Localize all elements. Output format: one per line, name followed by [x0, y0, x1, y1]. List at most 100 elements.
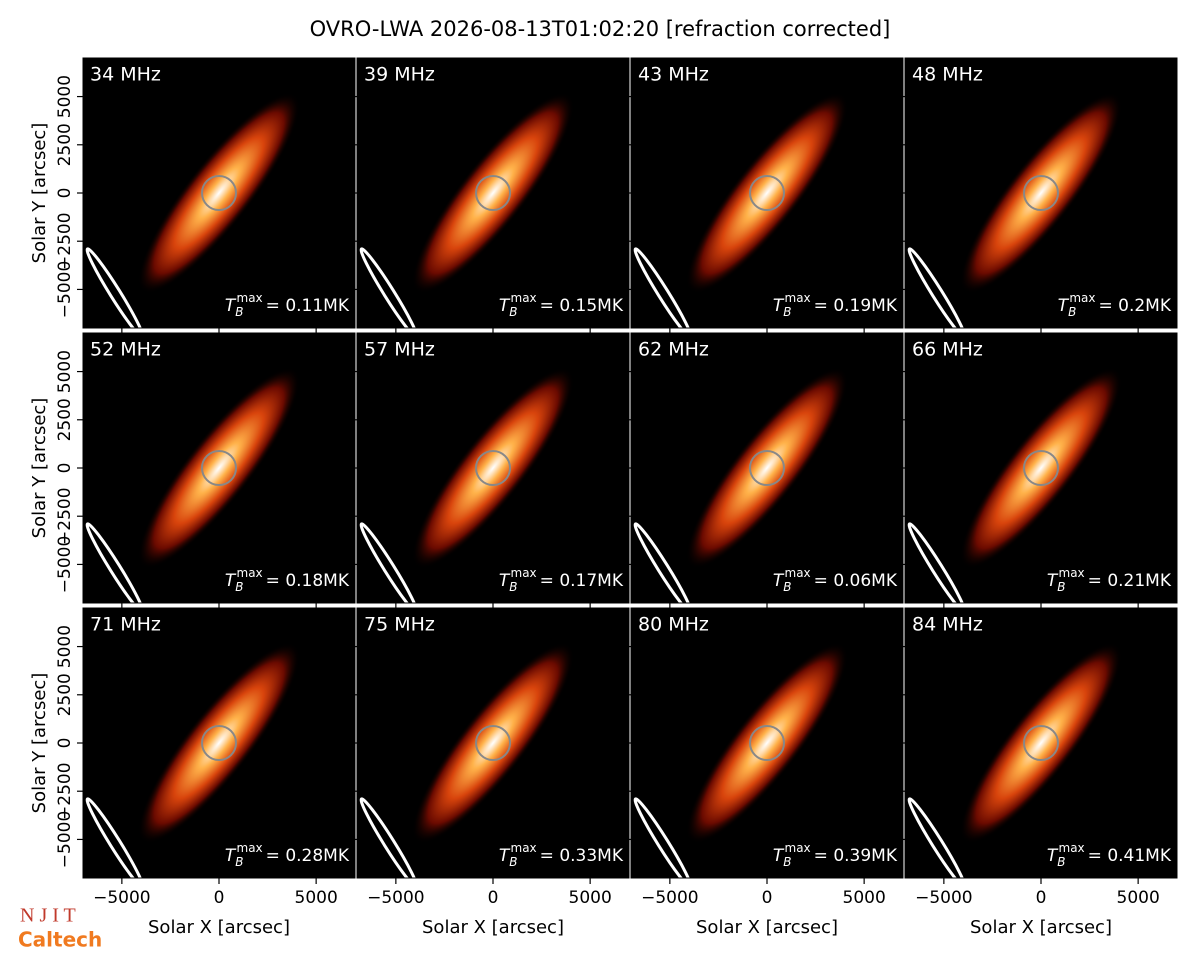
beam	[85, 797, 145, 878]
tmax-part: = 0.39MK	[814, 846, 898, 866]
x-tick-label: −5000	[93, 888, 151, 908]
panel	[905, 58, 1177, 328]
emission	[960, 642, 1122, 844]
tmax-part: max	[785, 291, 811, 305]
tmax-label: TBmax = 0.15MK	[499, 291, 624, 319]
tmax-part: B	[1057, 580, 1065, 594]
beam	[633, 247, 693, 328]
tmax-part: = 0.41MK	[1088, 846, 1172, 866]
x-axis-label: Solar X [arcsec]	[148, 917, 290, 938]
emission	[960, 92, 1122, 294]
x-tick-label: 0	[488, 888, 499, 908]
tmax-label: TBmax = 0.11MK	[225, 291, 350, 319]
panel-label: 62 MHz	[638, 339, 709, 361]
emission	[412, 367, 574, 569]
beam	[907, 247, 967, 328]
y-tick-label: −5000	[55, 811, 75, 869]
tmax-label: TBmax = 0.39MK	[773, 841, 898, 869]
tmax-part: T	[1047, 846, 1059, 866]
solar-disk	[201, 175, 237, 211]
panel	[83, 608, 355, 878]
emission	[960, 367, 1122, 569]
x-tick-label: 0	[214, 888, 225, 908]
tmax-label: TBmax = 0.18MK	[225, 566, 350, 594]
solar-disk	[475, 175, 511, 211]
tmax-part: B	[509, 580, 517, 594]
panel-label: 84 MHz	[912, 614, 983, 636]
tmax-label: TBmax = 0.28MK	[225, 841, 350, 869]
emission	[138, 367, 300, 569]
emission	[686, 642, 848, 844]
panel-label: 34 MHz	[90, 64, 161, 86]
solar-disk	[749, 450, 785, 486]
panel-label: 48 MHz	[912, 64, 983, 86]
tmax-part: B	[235, 855, 243, 869]
tmax-label: TBmax = 0.33MK	[499, 841, 624, 869]
beam	[85, 247, 145, 328]
beam	[633, 797, 693, 878]
panel	[83, 333, 355, 603]
beam	[633, 522, 693, 603]
tmax-part: B	[783, 855, 791, 869]
tmax-part: = 0.11MK	[266, 296, 350, 316]
y-tick-label: 5000	[55, 350, 75, 393]
tmax-part: = 0.21MK	[1088, 571, 1172, 591]
tmax-label: TBmax = 0.21MK	[1047, 566, 1172, 594]
tmax-part: max	[785, 841, 811, 855]
beam	[85, 522, 145, 603]
y-tick-label: −2500	[55, 212, 75, 270]
tmax-part: T	[225, 296, 237, 316]
tmax-label: TBmax = 0.2MK	[1058, 291, 1172, 319]
logo: N J I T	[20, 905, 76, 927]
tmax-part: = 0.2MK	[1099, 296, 1172, 316]
y-tick-label: 0	[55, 738, 75, 749]
solar-disk	[749, 725, 785, 761]
panel	[357, 608, 629, 878]
emission	[686, 367, 848, 569]
tmax-part: max	[237, 841, 263, 855]
y-axis-label: Solar Y [arcsec]	[29, 398, 50, 539]
emission	[686, 92, 848, 294]
solar-disk	[201, 725, 237, 761]
panel-label: 80 MHz	[638, 614, 709, 636]
solar-disk	[1023, 725, 1059, 761]
tmax-part: = 0.15MK	[540, 296, 624, 316]
tmax-part: T	[499, 296, 511, 316]
tmax-part: = 0.28MK	[266, 846, 350, 866]
panel-label: 57 MHz	[364, 339, 435, 361]
panel	[631, 608, 903, 878]
tmax-part: B	[783, 580, 791, 594]
solar-disk	[475, 450, 511, 486]
x-axis-label: Solar X [arcsec]	[970, 917, 1112, 938]
tmax-part: B	[235, 580, 243, 594]
y-tick-label: −2500	[55, 762, 75, 820]
solar-disk	[1023, 175, 1059, 211]
y-tick-label: 0	[55, 463, 75, 474]
panel	[83, 58, 355, 328]
y-axis-label: Solar Y [arcsec]	[29, 123, 50, 264]
emission	[412, 642, 574, 844]
tmax-part: = 0.18MK	[266, 571, 350, 591]
tmax-part: T	[773, 296, 785, 316]
panel	[905, 333, 1177, 603]
panel	[357, 333, 629, 603]
tmax-label: TBmax = 0.19MK	[773, 291, 898, 319]
beam	[359, 797, 419, 878]
x-tick-label: −5000	[915, 888, 973, 908]
y-tick-label: 0	[55, 188, 75, 199]
tmax-part: T	[1058, 296, 1070, 316]
panel-label: 43 MHz	[638, 64, 709, 86]
tmax-part: = 0.33MK	[540, 846, 624, 866]
panel-label: 66 MHz	[912, 339, 983, 361]
tmax-part: B	[235, 305, 243, 319]
tmax-part: max	[1059, 566, 1085, 580]
tmax-part: T	[773, 846, 785, 866]
y-tick-label: 5000	[55, 75, 75, 118]
x-axis-label: Solar X [arcsec]	[696, 917, 838, 938]
panel	[631, 58, 903, 328]
tmax-part: B	[509, 855, 517, 869]
tmax-part: max	[511, 841, 537, 855]
tmax-part: T	[773, 571, 785, 591]
panel-label: 71 MHz	[90, 614, 161, 636]
